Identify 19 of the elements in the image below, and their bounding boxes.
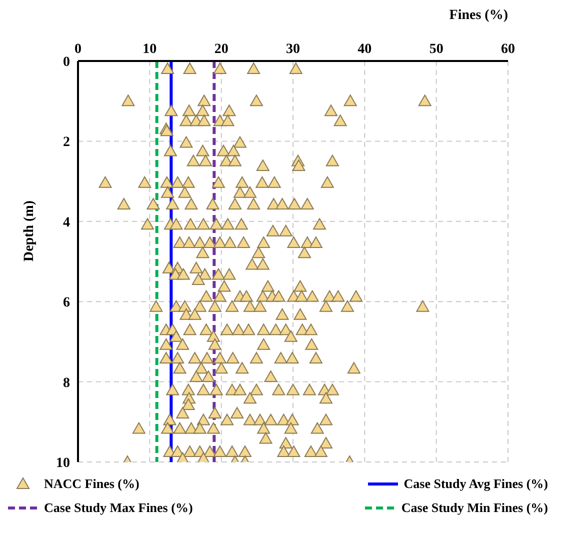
y-tick-label: 8 — [63, 376, 70, 391]
y-axis-title: Depth (m) — [22, 200, 37, 262]
y-tick-label: 2 — [63, 135, 70, 150]
x-tick-label: 20 — [214, 42, 228, 57]
x-tick-label: 60 — [501, 42, 515, 57]
x-tick-label: 0 — [74, 42, 82, 57]
y-tick-label: 10 — [56, 456, 70, 471]
x-tick-label: 30 — [286, 42, 300, 57]
x-tick-label: 50 — [429, 42, 444, 57]
x-tick-label: 10 — [142, 42, 157, 57]
x-axis-title: Fines (%) — [448, 8, 508, 25]
y-tick-label: 4 — [63, 215, 70, 230]
legend-label: Case Study Avg Fines (%) — [404, 476, 548, 492]
y-tick-label: 0 — [63, 54, 70, 70]
x-tick-label: 40 — [358, 42, 372, 57]
legend-label: Case Study Min Fines (%) — [401, 500, 548, 516]
legend-label: Case Study Max Fines (%) — [44, 500, 193, 516]
y-tick-label: 6 — [63, 296, 70, 311]
legend-label: NACC Fines (%) — [44, 476, 140, 492]
